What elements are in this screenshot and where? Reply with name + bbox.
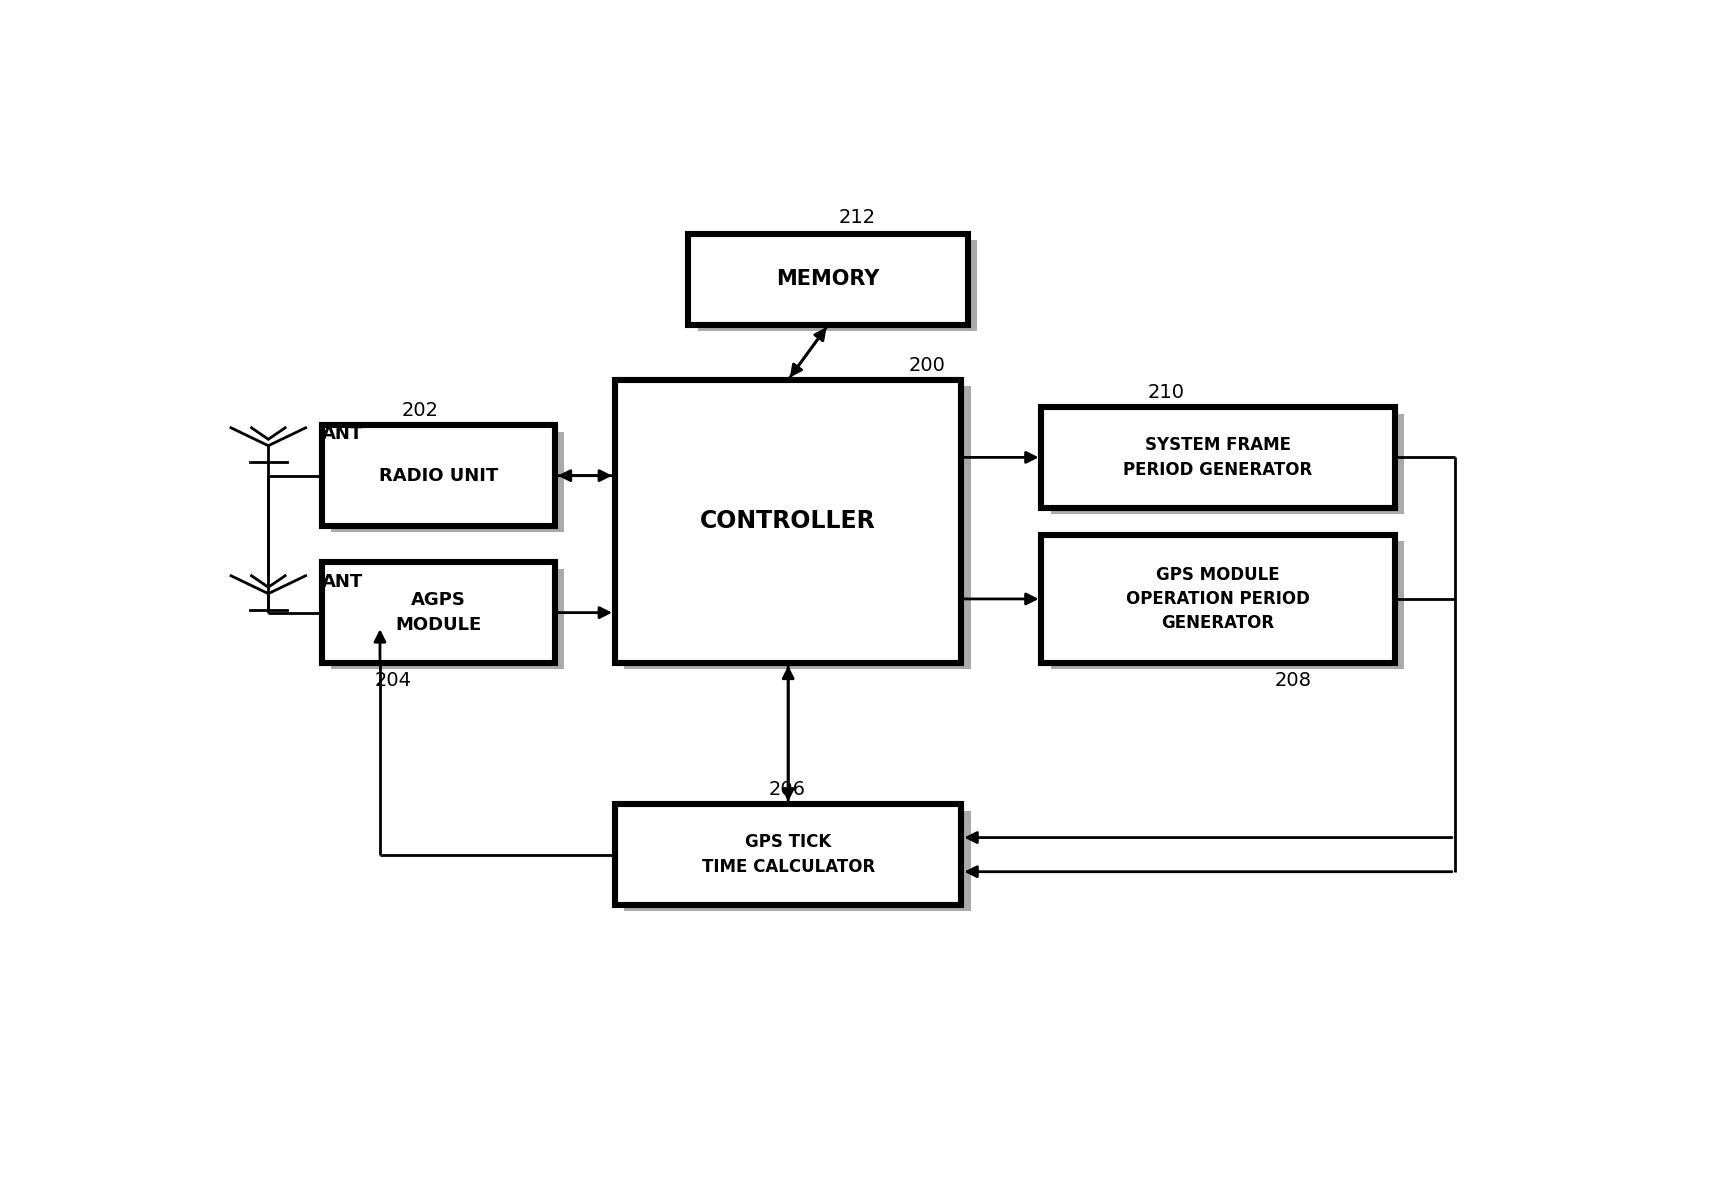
Bar xyxy=(1042,407,1395,508)
Bar xyxy=(330,569,564,669)
Bar xyxy=(624,387,970,669)
Bar xyxy=(1051,541,1404,669)
Text: MEMORY: MEMORY xyxy=(776,269,881,289)
Bar xyxy=(1051,414,1404,514)
Text: GPS MODULE
OPERATION PERIOD
GENERATOR: GPS MODULE OPERATION PERIOD GENERATOR xyxy=(1127,566,1311,632)
Bar xyxy=(616,804,961,905)
Text: ANT: ANT xyxy=(322,426,363,444)
Text: 200: 200 xyxy=(908,356,944,375)
Text: 212: 212 xyxy=(839,209,875,228)
Bar xyxy=(616,380,961,663)
Text: 208: 208 xyxy=(1275,671,1312,690)
Text: CONTROLLER: CONTROLLER xyxy=(700,509,875,534)
Text: 210: 210 xyxy=(1149,383,1185,402)
Bar xyxy=(322,562,556,663)
Bar xyxy=(322,426,556,525)
Text: AGPS
MODULE: AGPS MODULE xyxy=(396,592,482,633)
Bar xyxy=(688,234,968,325)
Bar xyxy=(698,240,977,331)
Text: 202: 202 xyxy=(402,401,439,420)
Bar xyxy=(1042,535,1395,663)
Text: RADIO UNIT: RADIO UNIT xyxy=(378,466,497,485)
Text: 206: 206 xyxy=(769,780,805,799)
Bar xyxy=(330,432,564,533)
Bar xyxy=(624,811,970,911)
Text: GPS TICK
TIME CALCULATOR: GPS TICK TIME CALCULATOR xyxy=(702,834,875,875)
Text: SYSTEM FRAME
PERIOD GENERATOR: SYSTEM FRAME PERIOD GENERATOR xyxy=(1123,436,1312,478)
Text: ANT: ANT xyxy=(322,573,363,591)
Text: 204: 204 xyxy=(375,671,413,690)
